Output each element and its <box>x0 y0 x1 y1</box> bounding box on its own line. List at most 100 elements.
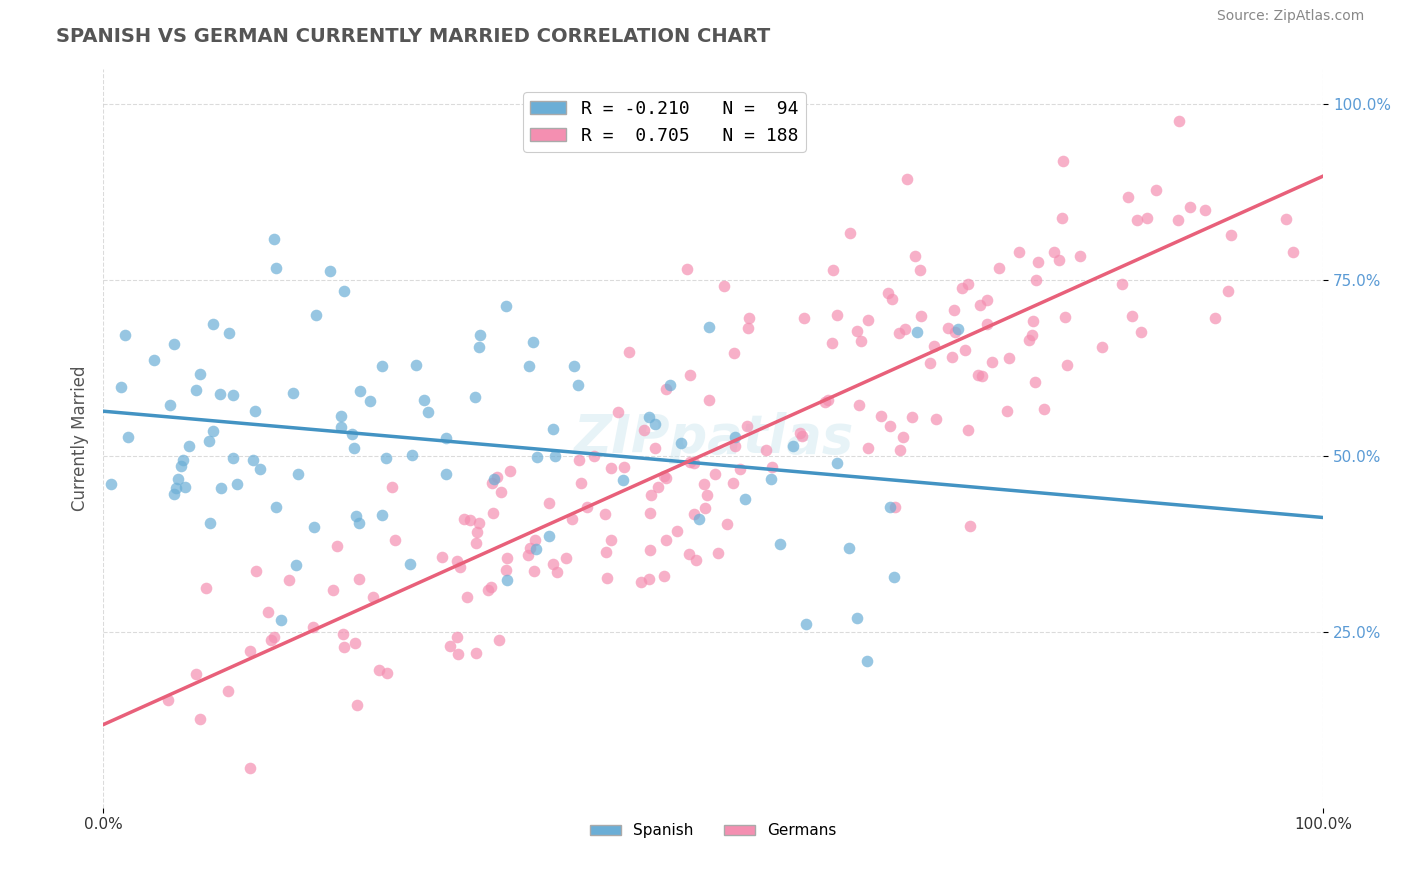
Point <box>110 380 132 394</box>
Point <box>343 441 366 455</box>
Point <box>263 232 285 246</box>
Point <box>1069 249 1091 263</box>
Point <box>735 418 758 433</box>
Point <box>562 359 585 373</box>
Point <box>468 340 491 354</box>
Point <box>576 500 599 514</box>
Point <box>349 384 371 398</box>
Point <box>936 320 959 334</box>
Point <box>669 436 692 450</box>
Point <box>789 426 811 441</box>
Point <box>1091 340 1114 354</box>
Point <box>326 539 349 553</box>
Point <box>1047 253 1070 268</box>
Point <box>693 476 716 491</box>
Point <box>375 666 398 681</box>
Point <box>495 299 517 313</box>
Point <box>430 550 453 565</box>
Point <box>1111 277 1133 291</box>
Point <box>946 322 969 336</box>
Point <box>481 476 503 491</box>
Point <box>644 417 666 431</box>
Point <box>485 470 508 484</box>
Point <box>460 513 482 527</box>
Point <box>792 429 814 443</box>
Point <box>637 409 659 424</box>
Point <box>600 533 623 548</box>
Point <box>465 525 488 540</box>
Point <box>883 569 905 583</box>
Point <box>654 471 676 485</box>
Legend: Spanish, Germans: Spanish, Germans <box>583 817 842 845</box>
Point <box>361 590 384 604</box>
Point <box>202 317 225 331</box>
Point <box>188 713 211 727</box>
Point <box>516 549 538 563</box>
Point <box>891 430 914 444</box>
Point <box>221 451 243 466</box>
Point <box>879 500 901 514</box>
Point <box>1043 244 1066 259</box>
Point <box>456 590 478 604</box>
Point <box>344 635 367 649</box>
Point <box>285 558 308 572</box>
Point <box>371 508 394 522</box>
Point <box>195 581 218 595</box>
Point <box>959 519 981 533</box>
Point <box>955 343 977 357</box>
Point <box>401 448 423 462</box>
Point <box>1275 211 1298 226</box>
Point <box>683 456 706 470</box>
Point <box>281 386 304 401</box>
Point <box>638 572 661 586</box>
Point <box>243 404 266 418</box>
Point <box>446 554 468 568</box>
Point <box>359 394 381 409</box>
Text: ZIPpatlas: ZIPpatlas <box>574 412 853 464</box>
Point <box>1056 358 1078 372</box>
Point <box>260 632 283 647</box>
Point <box>1167 212 1189 227</box>
Point <box>734 492 756 507</box>
Point <box>817 393 839 408</box>
Point <box>879 418 901 433</box>
Point <box>264 500 287 515</box>
Point <box>827 308 849 322</box>
Point <box>1021 328 1043 343</box>
Point <box>595 545 617 559</box>
Point <box>652 568 675 582</box>
Point <box>821 336 844 351</box>
Point <box>697 392 720 407</box>
Point <box>678 547 700 561</box>
Point <box>367 663 389 677</box>
Point <box>381 480 404 494</box>
Point <box>1216 285 1239 299</box>
Point <box>371 359 394 374</box>
Point <box>679 455 702 469</box>
Point <box>239 644 262 658</box>
Point <box>721 475 744 490</box>
Point <box>524 541 547 556</box>
Point <box>976 293 998 307</box>
Point <box>716 517 738 532</box>
Point <box>347 516 370 531</box>
Point <box>995 404 1018 418</box>
Point <box>477 583 499 598</box>
Point <box>496 551 519 566</box>
Point <box>617 345 640 359</box>
Point <box>264 260 287 275</box>
Point <box>249 462 271 476</box>
Point <box>612 473 634 487</box>
Point <box>956 277 979 292</box>
Point <box>332 640 354 655</box>
Point <box>967 368 990 383</box>
Point <box>794 617 817 632</box>
Point <box>568 452 591 467</box>
Point <box>706 546 728 560</box>
Point <box>446 630 468 644</box>
Point <box>488 632 510 647</box>
Point <box>209 481 232 495</box>
Point <box>174 480 197 494</box>
Point <box>163 337 186 351</box>
Point <box>846 324 869 338</box>
